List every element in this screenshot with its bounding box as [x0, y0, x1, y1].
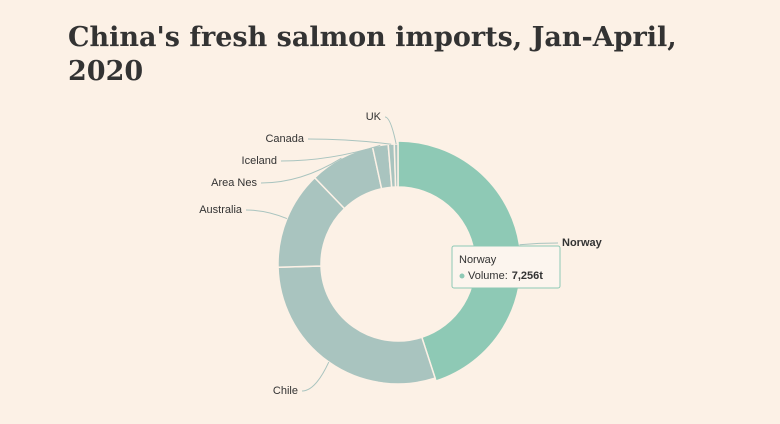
tooltip-box	[451, 245, 561, 289]
donut-slice	[397, 140, 522, 382]
leader-line	[245, 209, 288, 220]
tooltip-dot	[459, 273, 465, 279]
slice-label: Iceland	[242, 155, 277, 167]
slice-label: Australia	[199, 204, 243, 216]
leader-line	[384, 116, 397, 145]
donut	[277, 140, 522, 385]
tooltip-title: Norway	[459, 254, 497, 266]
leader-line	[260, 157, 342, 184]
slice-label: Norway	[562, 237, 603, 249]
leader-line	[280, 144, 381, 162]
donut-slice	[277, 265, 437, 385]
tooltip: Norway Volume: 7,256t	[451, 245, 561, 289]
slice-label: Area Nes	[211, 177, 257, 189]
leader-line	[301, 361, 330, 392]
slice-label: Chile	[273, 385, 298, 397]
leader-line	[519, 242, 559, 246]
chart-title: China's fresh salmon imports, Jan-April,…	[68, 22, 677, 87]
slice-label: UK	[366, 111, 382, 123]
leader-line	[307, 138, 392, 145]
tooltip-label: Volume:	[468, 270, 508, 282]
donut-slice	[393, 143, 399, 188]
tooltip-value: 7,256t	[512, 270, 544, 282]
slice-label: Canada	[265, 133, 304, 145]
